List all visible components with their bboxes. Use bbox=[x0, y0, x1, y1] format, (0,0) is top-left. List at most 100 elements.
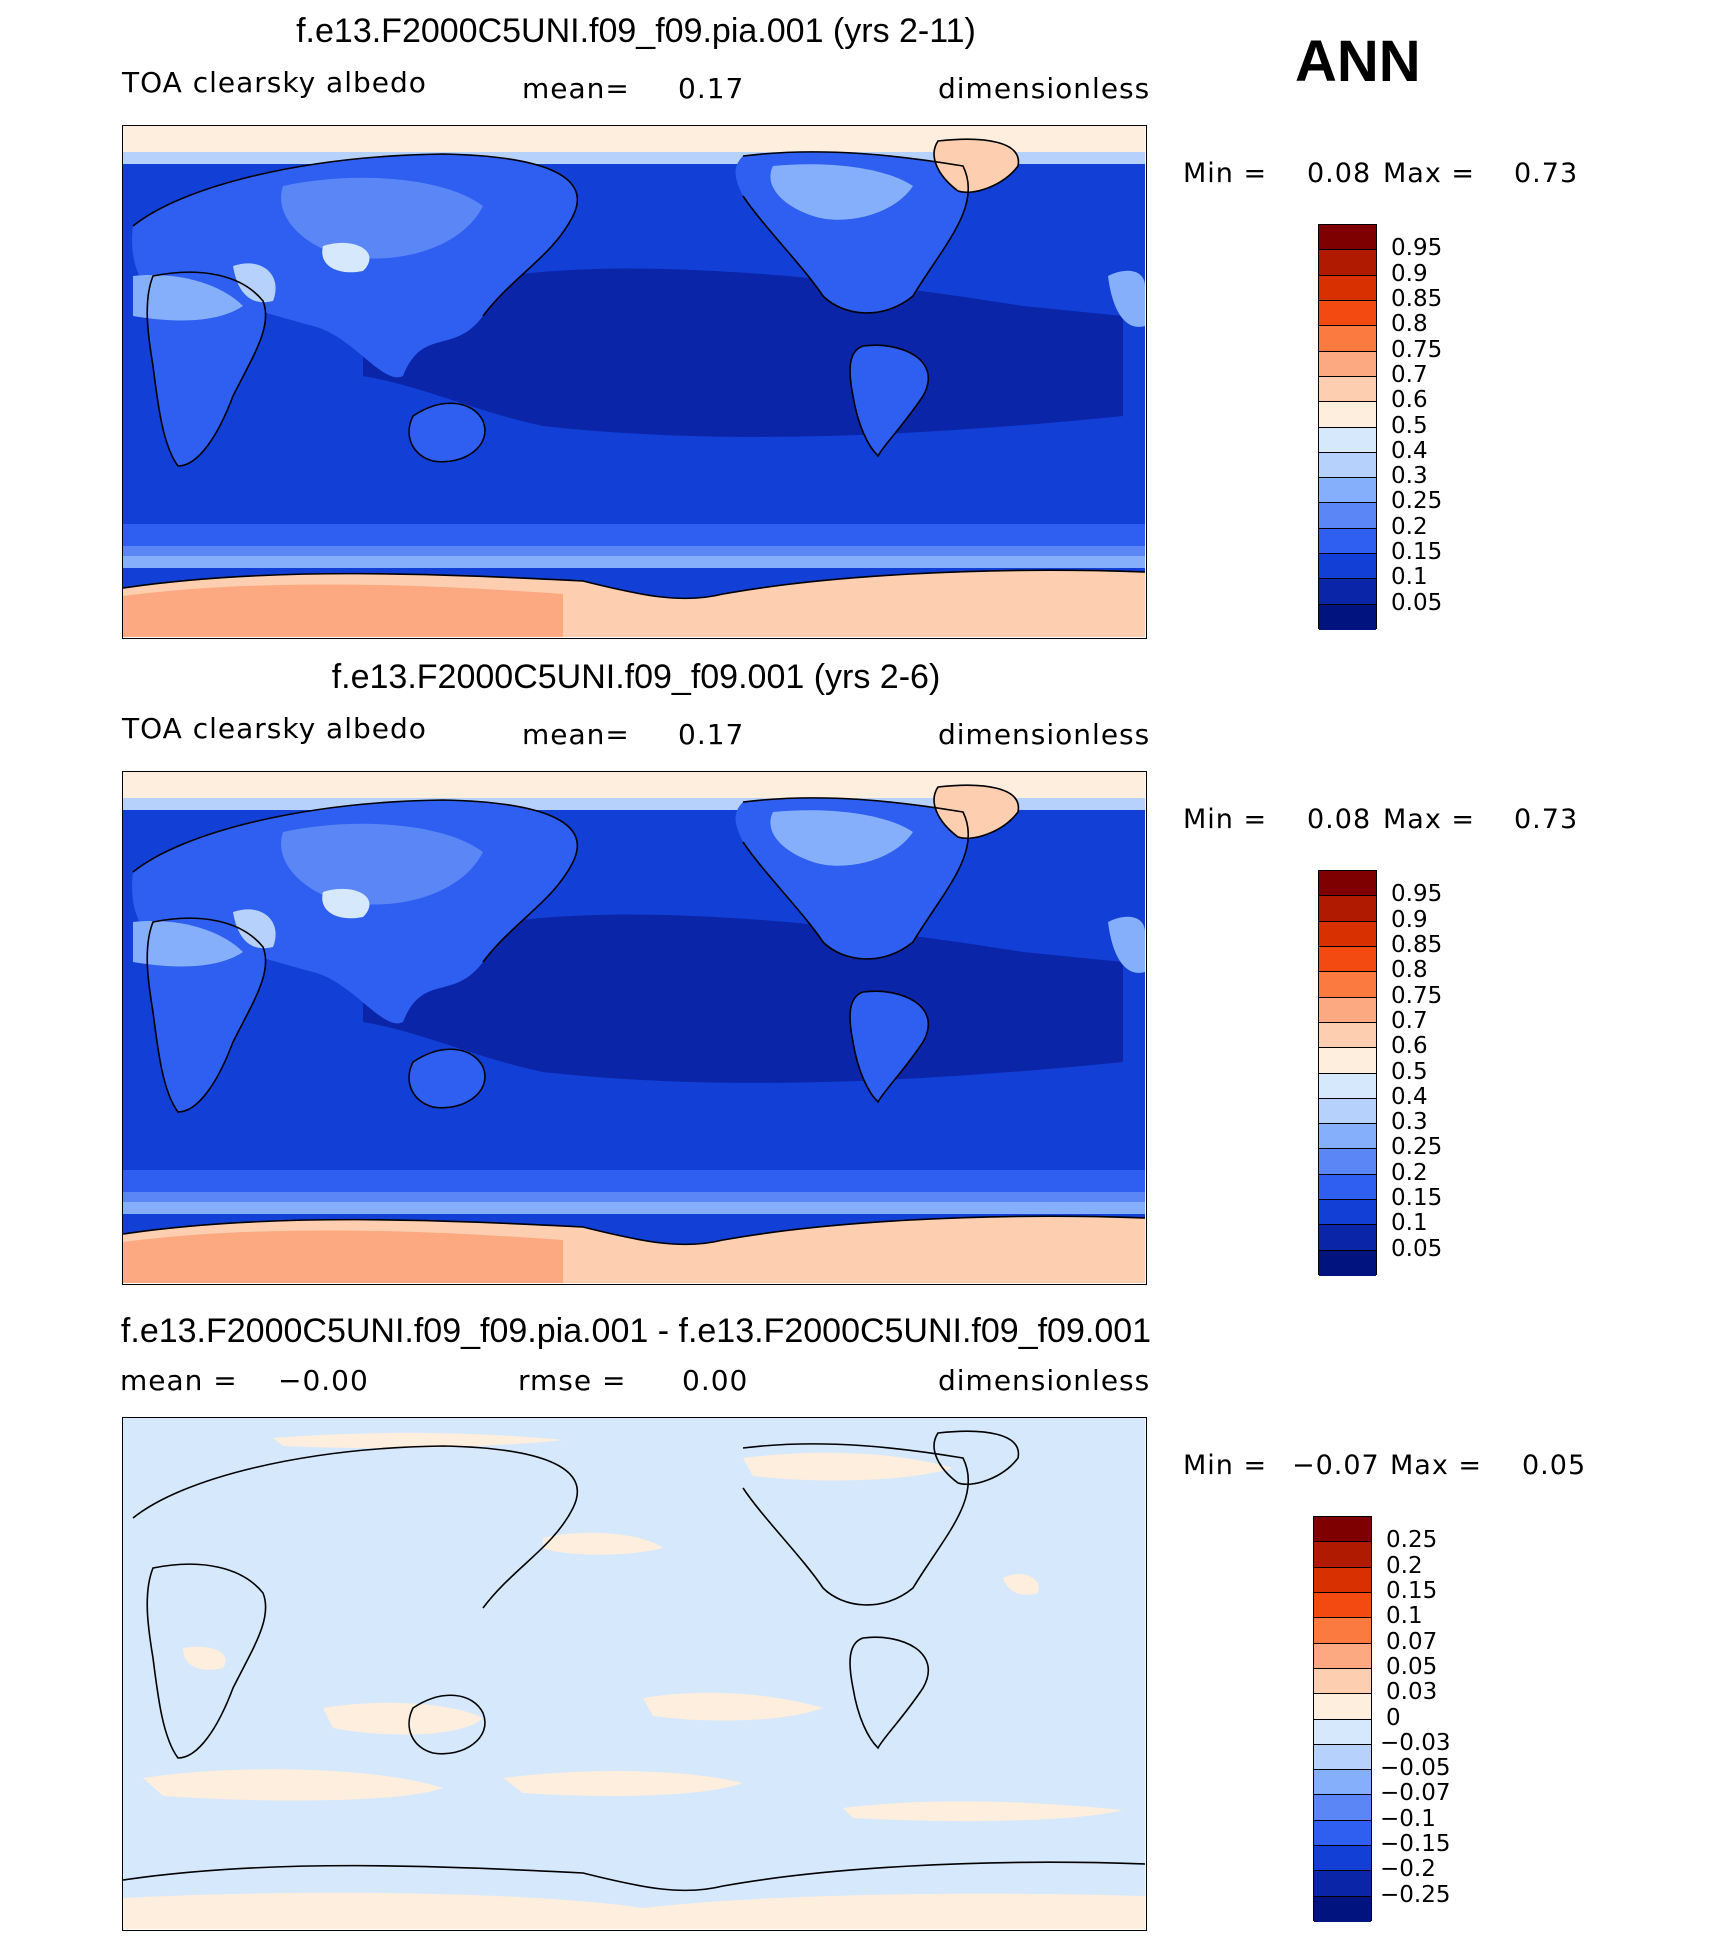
panel-2-units: dimensionless bbox=[938, 718, 1151, 751]
panel-3-rmse-value: 0.00 bbox=[682, 1364, 749, 1397]
panel-3-max-value: 0.05 bbox=[1522, 1450, 1587, 1481]
colorbar-tick-label: 0.9 bbox=[1391, 260, 1428, 287]
colorbar-tick-label: 0.9 bbox=[1391, 906, 1428, 933]
colorbar-tick-label: 0.25 bbox=[1391, 1134, 1443, 1161]
panel-1-mean-label: mean= bbox=[522, 72, 630, 105]
colorbar-swatch bbox=[1319, 946, 1376, 973]
colorbar-swatch bbox=[1319, 1022, 1376, 1049]
colorbar-swatch bbox=[1319, 275, 1376, 301]
colorbar-swatch bbox=[1319, 1048, 1376, 1074]
panel-2-variable: TOA clearsky albedo bbox=[122, 712, 427, 745]
panel-3-max-label: Max = bbox=[1390, 1450, 1483, 1481]
colorbar-tick-label: 0.2 bbox=[1391, 1159, 1428, 1186]
colorbar-tick-label: 0.4 bbox=[1391, 437, 1428, 464]
colorbar-tick-label: 0.15 bbox=[1391, 539, 1443, 566]
colorbar-tick-label: 0 bbox=[1386, 1704, 1401, 1731]
panel-3-min-label: Min = bbox=[1183, 1450, 1268, 1481]
colorbar-tick-label: 0.25 bbox=[1386, 1527, 1438, 1554]
panel-2-colorbar bbox=[1318, 870, 1377, 1276]
colorbar-tick-label: −0.07 bbox=[1380, 1780, 1451, 1807]
season-label: ANN bbox=[1295, 29, 1421, 94]
colorbar-tick-label: 0.25 bbox=[1391, 488, 1443, 515]
panel-2-min-label: Min = bbox=[1183, 804, 1268, 835]
colorbar-tick-label: 0.8 bbox=[1391, 311, 1428, 338]
colorbar-swatch bbox=[1319, 997, 1376, 1023]
colorbar-tick-label: 0.7 bbox=[1391, 361, 1428, 388]
colorbar-swatch bbox=[1319, 1073, 1376, 1099]
colorbar-tick-label: −0.05 bbox=[1380, 1755, 1451, 1782]
panel-1-min-label: Min = bbox=[1183, 158, 1268, 189]
colorbar-swatch bbox=[1314, 1871, 1371, 1897]
panel-2-mean-value: 0.17 bbox=[678, 718, 745, 751]
colorbar-swatch bbox=[1319, 326, 1376, 352]
panel-2-map bbox=[122, 771, 1147, 1285]
panel-3-units: dimensionless bbox=[938, 1364, 1151, 1397]
colorbar-tick-label: 0.5 bbox=[1391, 412, 1428, 439]
colorbar-swatch bbox=[1319, 300, 1376, 327]
panel-2-mean-label: mean= bbox=[522, 718, 630, 751]
panel-2-title: f.e13.F2000C5UNI.f09_f09.001 (yrs 2-6) bbox=[331, 658, 941, 696]
panel-1-map-svg bbox=[123, 126, 1145, 637]
colorbar-tick-label: 0.15 bbox=[1391, 1185, 1443, 1212]
colorbar-tick-label: 0.07 bbox=[1386, 1628, 1438, 1655]
colorbar-swatch bbox=[1319, 351, 1376, 377]
colorbar-swatch bbox=[1319, 402, 1376, 428]
colorbar-swatch bbox=[1319, 503, 1376, 529]
colorbar-tick-label: −0.1 bbox=[1380, 1805, 1436, 1832]
colorbar-swatch bbox=[1319, 478, 1376, 504]
colorbar-tick-label: 0.85 bbox=[1391, 931, 1443, 958]
panel-1-max-value: 0.73 bbox=[1514, 158, 1579, 189]
colorbar-swatch bbox=[1314, 1744, 1371, 1771]
colorbar-tick-label: 0.95 bbox=[1391, 881, 1443, 908]
panel-1-units: dimensionless bbox=[938, 72, 1151, 105]
colorbar-tick-label: −0.2 bbox=[1380, 1856, 1436, 1883]
colorbar-tick-label: −0.03 bbox=[1380, 1729, 1451, 1756]
colorbar-swatch bbox=[1314, 1542, 1371, 1568]
colorbar-swatch bbox=[1319, 1098, 1376, 1125]
colorbar-swatch bbox=[1314, 1820, 1371, 1847]
panel-3-min-value: −0.07 bbox=[1292, 1450, 1380, 1481]
colorbar-tick-label: 0.6 bbox=[1391, 387, 1428, 414]
colorbar-swatch bbox=[1319, 604, 1376, 630]
colorbar-tick-label: 0.15 bbox=[1386, 1577, 1438, 1604]
colorbar-swatch bbox=[1314, 1517, 1371, 1543]
colorbar-tick-label: 0.85 bbox=[1391, 285, 1443, 312]
colorbar-tick-label: 0.1 bbox=[1391, 1210, 1428, 1237]
colorbar-tick-label: 0.95 bbox=[1391, 235, 1443, 262]
colorbar-swatch bbox=[1314, 1668, 1371, 1695]
colorbar-swatch bbox=[1319, 1250, 1376, 1276]
colorbar-swatch bbox=[1314, 1846, 1371, 1872]
colorbar-tick-label: 0.05 bbox=[1391, 589, 1443, 616]
panel-1-mean-value: 0.17 bbox=[678, 72, 745, 105]
colorbar-swatch bbox=[1319, 1174, 1376, 1201]
colorbar-tick-label: 0.03 bbox=[1386, 1679, 1438, 1706]
colorbar-swatch bbox=[1319, 376, 1376, 403]
panel-3-map-svg bbox=[123, 1418, 1145, 1929]
panel-1-max-label: Max = bbox=[1383, 158, 1476, 189]
colorbar-tick-label: 0.3 bbox=[1391, 463, 1428, 490]
panel-1-variable: TOA clearsky albedo bbox=[122, 66, 427, 99]
panel-3-colorbar bbox=[1313, 1516, 1372, 1922]
colorbar-swatch bbox=[1319, 225, 1376, 251]
colorbar-swatch bbox=[1319, 427, 1376, 453]
colorbar-swatch bbox=[1319, 871, 1376, 897]
colorbar-tick-label: 0.2 bbox=[1386, 1552, 1423, 1579]
panel-1-map bbox=[122, 125, 1147, 639]
panel-1-colorbar bbox=[1318, 224, 1377, 630]
panel-3-title: f.e13.F2000C5UNI.f09_f09.pia.001 - f.e13… bbox=[120, 1312, 1152, 1350]
colorbar-tick-label: 0.5 bbox=[1391, 1058, 1428, 1085]
colorbar-tick-label: 0.1 bbox=[1391, 564, 1428, 591]
colorbar-swatch bbox=[1314, 1719, 1371, 1745]
colorbar-swatch bbox=[1319, 972, 1376, 998]
colorbar-swatch bbox=[1319, 452, 1376, 479]
panel-1-min-value: 0.08 bbox=[1307, 158, 1372, 189]
colorbar-swatch bbox=[1314, 1795, 1371, 1821]
colorbar-swatch bbox=[1319, 1149, 1376, 1175]
panel-3-mean-value: −0.00 bbox=[278, 1364, 369, 1397]
colorbar-tick-label: 0.05 bbox=[1386, 1653, 1438, 1680]
colorbar-swatch bbox=[1314, 1567, 1371, 1593]
panel-3-rmse-label: rmse = bbox=[518, 1364, 627, 1397]
colorbar-swatch bbox=[1319, 554, 1376, 580]
colorbar-tick-label: 0.05 bbox=[1391, 1235, 1443, 1262]
colorbar-swatch bbox=[1319, 579, 1376, 605]
